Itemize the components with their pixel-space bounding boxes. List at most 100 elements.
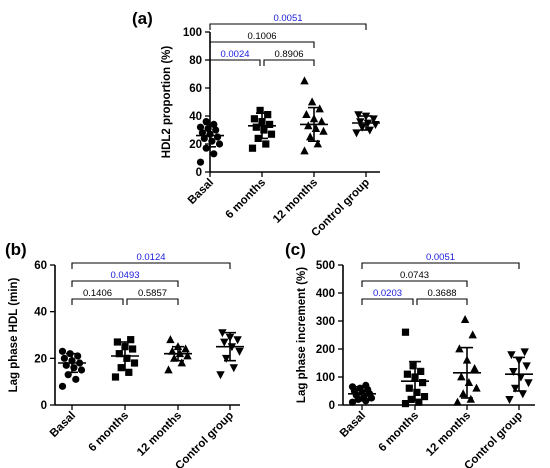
significance-bracket	[126, 298, 179, 305]
data-point	[413, 388, 421, 396]
data-point	[222, 354, 231, 363]
p-value-label: 0.0743	[400, 270, 429, 281]
data-point	[401, 328, 410, 336]
data-point	[455, 344, 464, 353]
data-point	[117, 364, 125, 372]
data-point	[210, 150, 218, 158]
data-point	[216, 371, 225, 380]
data-point	[464, 378, 474, 386]
data-point	[229, 364, 238, 373]
y-tick-label: 500	[316, 260, 335, 272]
data-point	[58, 347, 67, 355]
data-point	[352, 129, 361, 138]
significance-bracket	[263, 59, 315, 66]
data-point	[417, 367, 425, 375]
chart-panel: (c) 0 100 200 300 400 500 Lag phase increment (…	[285, 240, 535, 468]
data-point	[130, 359, 139, 367]
data-point	[415, 398, 423, 406]
significance-bracket	[209, 41, 315, 48]
y-tick-label: 0	[329, 400, 335, 412]
y-tick-label: 60	[189, 83, 202, 95]
x-tick-label: 6 months	[223, 177, 268, 222]
y-tick-label: 200	[316, 344, 335, 356]
y-tick-label: 100	[183, 27, 202, 39]
data-point	[252, 123, 260, 131]
p-value-label: 0.0051	[273, 13, 302, 24]
data-point	[233, 336, 242, 345]
significance-bracket	[209, 23, 367, 30]
p-value-label: 0.0124	[136, 252, 165, 263]
data-point	[58, 382, 67, 390]
data-point	[196, 158, 205, 166]
data-point	[520, 348, 529, 357]
data-point	[123, 354, 131, 362]
p-value-label: 0.3688	[427, 288, 456, 299]
y-axis-label: HDL2 proportion (%)	[161, 46, 173, 159]
data-point	[369, 115, 378, 124]
data-point	[215, 140, 224, 148]
data-point	[264, 111, 272, 119]
x-tick-label: 12 months	[271, 177, 320, 226]
data-point	[115, 350, 123, 358]
data-point	[460, 315, 470, 323]
chart-panel: (b) 0 20 40 60 Lag phase HDL (min) Basal 6 mont…	[5, 240, 244, 468]
p-value-label: 0.8906	[274, 49, 303, 60]
data-point	[518, 390, 527, 399]
x-tick-label: 12 months	[135, 410, 184, 459]
data-point	[248, 144, 257, 152]
data-point	[183, 351, 192, 360]
p-value-label: 0.1406	[83, 288, 112, 299]
significance-bracket	[71, 280, 179, 287]
significance-bracket	[361, 262, 520, 269]
data-point	[266, 120, 274, 128]
significance-bracket	[71, 298, 124, 305]
data-point	[472, 383, 481, 392]
data-point	[505, 396, 514, 404]
data-point	[198, 129, 206, 137]
data-point	[348, 383, 357, 391]
data-point	[313, 139, 322, 148]
data-point	[177, 358, 186, 367]
data-point	[409, 362, 417, 370]
data-point	[127, 336, 135, 344]
data-point	[111, 373, 120, 381]
data-point	[166, 335, 175, 344]
data-point	[218, 329, 227, 338]
data-point	[405, 384, 413, 392]
data-point	[509, 368, 518, 376]
data-point	[470, 364, 479, 372]
data-point	[401, 400, 410, 408]
y-tick-label: 20	[34, 353, 47, 365]
x-tick-label: 6 months	[86, 410, 131, 455]
y-tick-label: 400	[316, 288, 335, 300]
p-value-label: 0.0051	[426, 252, 455, 263]
data-point	[307, 97, 317, 106]
x-tick-label: Basal	[48, 410, 78, 440]
data-point	[202, 118, 210, 126]
significance-bracket	[416, 298, 468, 305]
data-point	[196, 123, 205, 131]
p-value-label: 0.0493	[110, 270, 139, 281]
data-point	[113, 338, 121, 346]
data-point	[315, 104, 324, 113]
data-point	[453, 397, 462, 406]
data-point	[317, 117, 326, 125]
data-point	[306, 132, 315, 141]
data-point	[524, 379, 533, 388]
y-tick-label: 0	[41, 400, 47, 412]
x-tick-label: 6 months	[376, 410, 421, 455]
data-point	[348, 398, 357, 406]
significance-bracket	[71, 262, 231, 269]
y-tick-label: 40	[189, 111, 202, 123]
data-point	[260, 126, 268, 134]
data-point	[129, 345, 137, 353]
y-axis-label: Lag phase HDL (min)	[8, 277, 20, 392]
panel-label: (a)	[132, 9, 153, 28]
data-point	[214, 133, 222, 141]
data-point	[77, 366, 86, 374]
data-point	[457, 372, 466, 381]
y-tick-label: 80	[189, 55, 202, 67]
data-point	[60, 354, 68, 362]
data-point	[468, 330, 477, 339]
